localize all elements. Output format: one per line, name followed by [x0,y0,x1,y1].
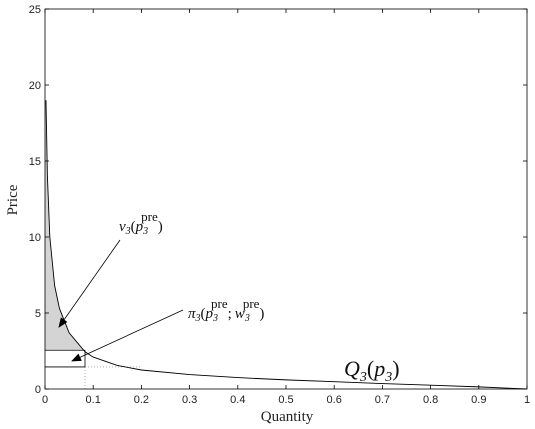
x-tick-label: 0.5 [278,394,293,406]
x-tick-label: 0.6 [327,394,342,406]
y-axis-label: Price [5,184,21,215]
x-tick-label: 0.4 [230,394,245,406]
shaded-area-layer [45,100,86,352]
annotation-v3-label: v3(p3pre) [119,209,163,237]
annotation-v3-arrow [58,239,121,328]
y-tick-label: 5 [35,308,41,320]
y-tick-label: 0 [35,384,41,396]
x-tick-label: 0.2 [134,394,149,406]
x-axis-ticks: 0 0.1 0.2 0.3 0.4 0.5 0.6 0.7 0.8 0.9 1 [42,9,530,406]
annotation-v3: v3(p3pre) [58,209,163,328]
annotation-pi3: π3(p3pre; w3pre) [71,296,264,362]
curve-label: Q3(p3) [344,356,400,385]
x-tick-label: 0.8 [423,394,438,406]
x-tick-label: 1 [524,394,530,406]
annotation-pi3-label: π3(p3pre; w3pre) [188,296,264,324]
reference-lines-layer [45,349,142,389]
plot-frame [44,8,528,390]
x-tick-label: 0.3 [182,394,197,406]
y-tick-label: 10 [29,232,41,244]
y-tick-label: 25 [29,4,41,16]
x-tick-label: 0.1 [86,394,101,406]
annotation-pi3-arrow [71,309,184,362]
y-tick-label: 15 [29,156,41,168]
y-tick-label: 20 [29,80,41,92]
demand-curve-layer [45,100,528,390]
x-tick-label: 0 [42,394,48,406]
y-axis-ticks: 0 5 10 15 20 25 [29,4,527,396]
x-axis-label: Quantity [261,409,314,425]
demand-curve-line [45,100,528,390]
x-tick-label: 0.9 [471,394,486,406]
consumer-surplus-shade [45,100,86,352]
x-tick-label: 0.7 [375,394,390,406]
